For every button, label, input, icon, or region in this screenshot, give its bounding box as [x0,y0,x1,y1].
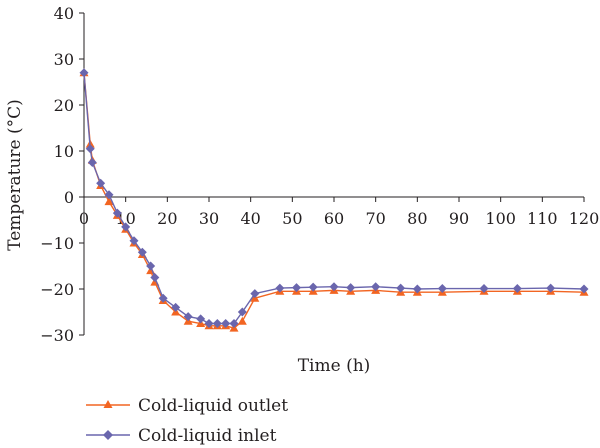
data-point [329,282,339,292]
data-point [250,289,260,299]
y-tick-label: −30 [40,326,74,345]
y-tick-label: 40 [54,4,74,23]
data-point [479,284,489,294]
x-tick-label: 80 [407,209,427,228]
data-point [412,284,422,294]
data-point [579,284,589,294]
data-point [104,197,114,206]
data-point [104,190,114,200]
x-tick-label: 90 [449,209,469,228]
data-point [212,319,222,328]
data-point [437,284,447,294]
legend-marker-outlet [103,400,113,408]
data-point [183,312,193,322]
y-tick-label: 10 [54,142,74,161]
y-tick-label: 30 [54,50,74,69]
legend-label-inlet: Cold-liquid inlet [138,426,277,446]
data-point [129,236,139,246]
data-point [512,284,522,294]
data-point [158,293,168,303]
data-point [275,283,285,293]
data-point [229,319,239,328]
data-point [308,282,318,292]
data-point [112,208,122,218]
data-point [292,283,301,293]
data-point [371,282,381,292]
series-inlet [79,68,589,328]
x-tick-label: 0 [79,209,89,228]
data-point [196,314,206,324]
legend-item-inlet: Cold-liquid inlet [86,426,277,446]
data-point [237,316,247,325]
x-tick-label: 30 [199,209,219,228]
data-point [79,68,89,78]
y-tick-label: −10 [40,234,74,253]
data-point [346,283,356,293]
legend-item-outlet: Cold-liquid outlet [86,396,288,416]
data-point [121,222,131,232]
legend-label-outlet: Cold-liquid outlet [138,396,288,416]
y-axis-title: Temperature (°C) [5,99,25,251]
y-tick-label: 20 [54,96,74,115]
legend-marker-inlet [103,430,113,440]
x-tick-label: 110 [527,209,558,228]
x-tick-label: 120 [569,209,600,228]
data-point [96,178,106,188]
series-line [83,72,585,329]
legend: Cold-liquid outlet Cold-liquid inlet [86,396,288,446]
x-tick-label: 50 [282,209,302,228]
x-tick-label: 100 [485,209,516,228]
y-tick-label: −20 [40,280,74,299]
data-point [171,302,181,312]
data-point [396,283,406,293]
data-point [87,158,97,167]
x-tick-label: 20 [157,209,177,228]
x-tick-label: 70 [365,209,385,228]
data-point [204,319,214,328]
series-group [79,68,589,332]
data-point [85,144,95,154]
x-tick-label: 60 [324,209,344,228]
x-axis-title: Time (h) [298,356,371,376]
data-point [221,319,231,328]
data-point [137,247,147,257]
y-tick-label: 0 [64,188,74,207]
data-point [546,283,556,293]
data-point [146,261,156,271]
data-point [237,307,247,317]
data-point [150,273,160,282]
x-tick-label: 40 [240,209,260,228]
